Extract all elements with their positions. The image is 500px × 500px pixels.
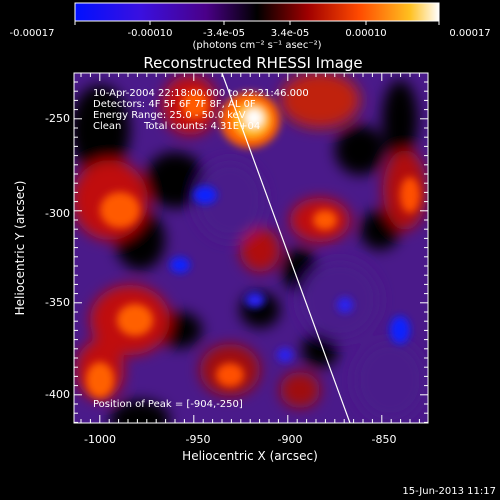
total-counts-text: Total counts: 4.31E+04 [143, 121, 260, 132]
x-tick-label: -850 [372, 433, 397, 446]
method-text: Clean [93, 121, 121, 132]
energy-range-text: Energy Range: 25.0 - 50.0 keV [93, 110, 246, 121]
peak-position-text: Position of Peak = [-904,-250] [93, 399, 243, 410]
rhessi-image [74, 73, 428, 423]
x-tick-label: -950 [186, 433, 211, 446]
axis-ticks [74, 73, 428, 423]
y-tick-label: -400 [45, 388, 70, 401]
colorbar-tick-label: -0.00017 [10, 28, 55, 39]
colorbar-gradient [74, 2, 440, 22]
colorbar: -0.00017 -0.00010 -3.4e-05 3.4e-05 0.000… [10, 2, 491, 51]
y-axis-label: Heliocentric Y (arcsec) [13, 181, 27, 316]
detectors-text: Detectors: 4F 5F 6F 7F 8F, AL 0F [93, 99, 256, 110]
colorbar-ticks [74, 21, 440, 25]
x-tick-label: -900 [278, 433, 303, 446]
colorbar-tick-label: 0.00017 [449, 28, 490, 39]
time-range-text: 10-Apr-2004 22:18:00.000 to 22:21:46.000 [93, 88, 309, 99]
plot-title: Reconstructed RHESSI Image [143, 54, 362, 72]
image-annotations: 10-Apr-2004 22:18:00.000 to 22:21:46.000… [93, 88, 309, 410]
colorbar-tick-label: 3.4e-05 [271, 28, 309, 39]
y-tick-label: -300 [45, 207, 70, 220]
solar-limb-line [221, 73, 351, 423]
colorbar-tick-label: 0.00010 [345, 28, 386, 39]
colorbar-tick-label: -0.00010 [128, 28, 173, 39]
colorbar-units: (photons cm⁻² s⁻¹ asec⁻²) [192, 40, 321, 51]
y-tick-label: -250 [45, 112, 70, 125]
x-axis-label: Heliocentric X (arcsec) [182, 449, 318, 463]
x-tick-label: -1000 [84, 433, 116, 446]
colorbar-tick-label: -3.4e-05 [203, 28, 245, 39]
footer-date: 15-Jun-2013 11:17 [402, 486, 496, 497]
y-tick-label: -350 [45, 296, 70, 309]
